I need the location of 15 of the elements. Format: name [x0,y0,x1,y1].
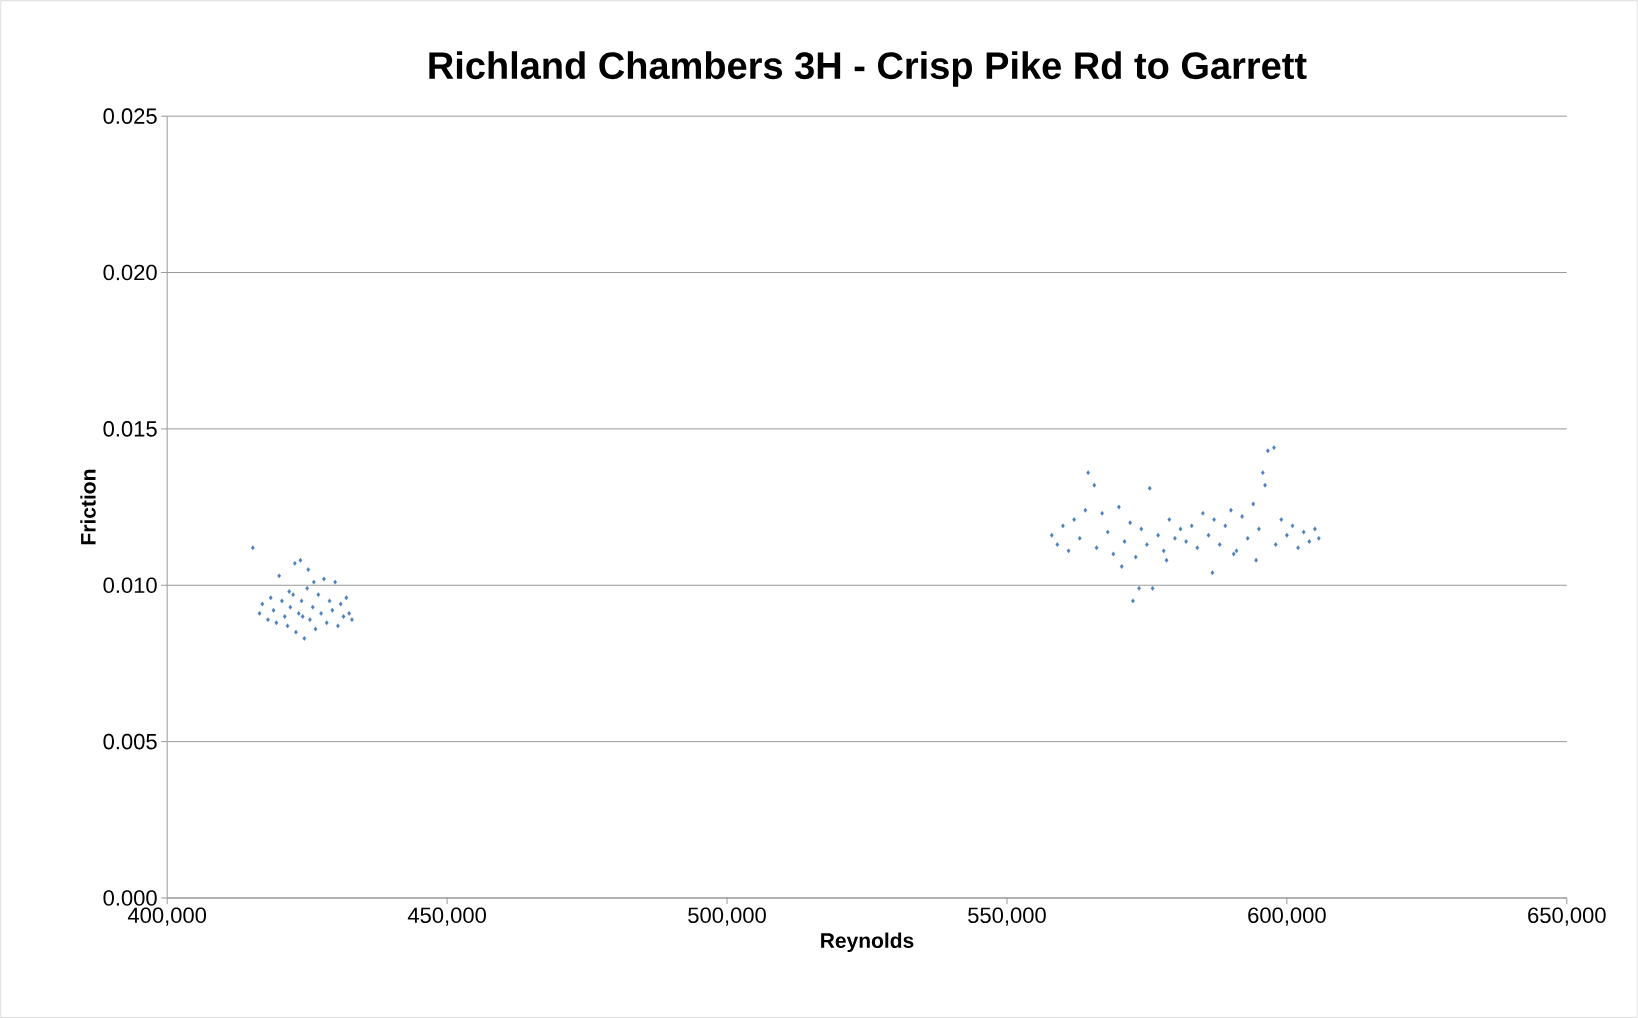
x-axis-title: Reynolds [821,932,914,953]
y-tick-label: 0.020 [103,264,157,281]
chart-title: Richland Chambers 3H - Crisp Pike Rd to Garrett [429,51,1307,87]
y-tick-label: 0.025 [103,108,157,124]
x-tick-label: 500,000 [688,907,766,926]
y-axis-title: Friction [80,469,96,545]
y-tick-label: 0.010 [103,577,157,593]
x-tick-label: 600,000 [1248,907,1326,926]
x-tick-label: 400,000 [127,907,207,926]
x-tick-label: 550,000 [968,907,1046,926]
x-tick-label: 450,000 [407,907,486,926]
x-tick-label: 650,000 [1528,907,1606,926]
y-tick-label: 0.000 [103,890,157,906]
y-tick-label: 0.005 [103,733,157,750]
y-tick-label: 0.015 [103,421,157,437]
